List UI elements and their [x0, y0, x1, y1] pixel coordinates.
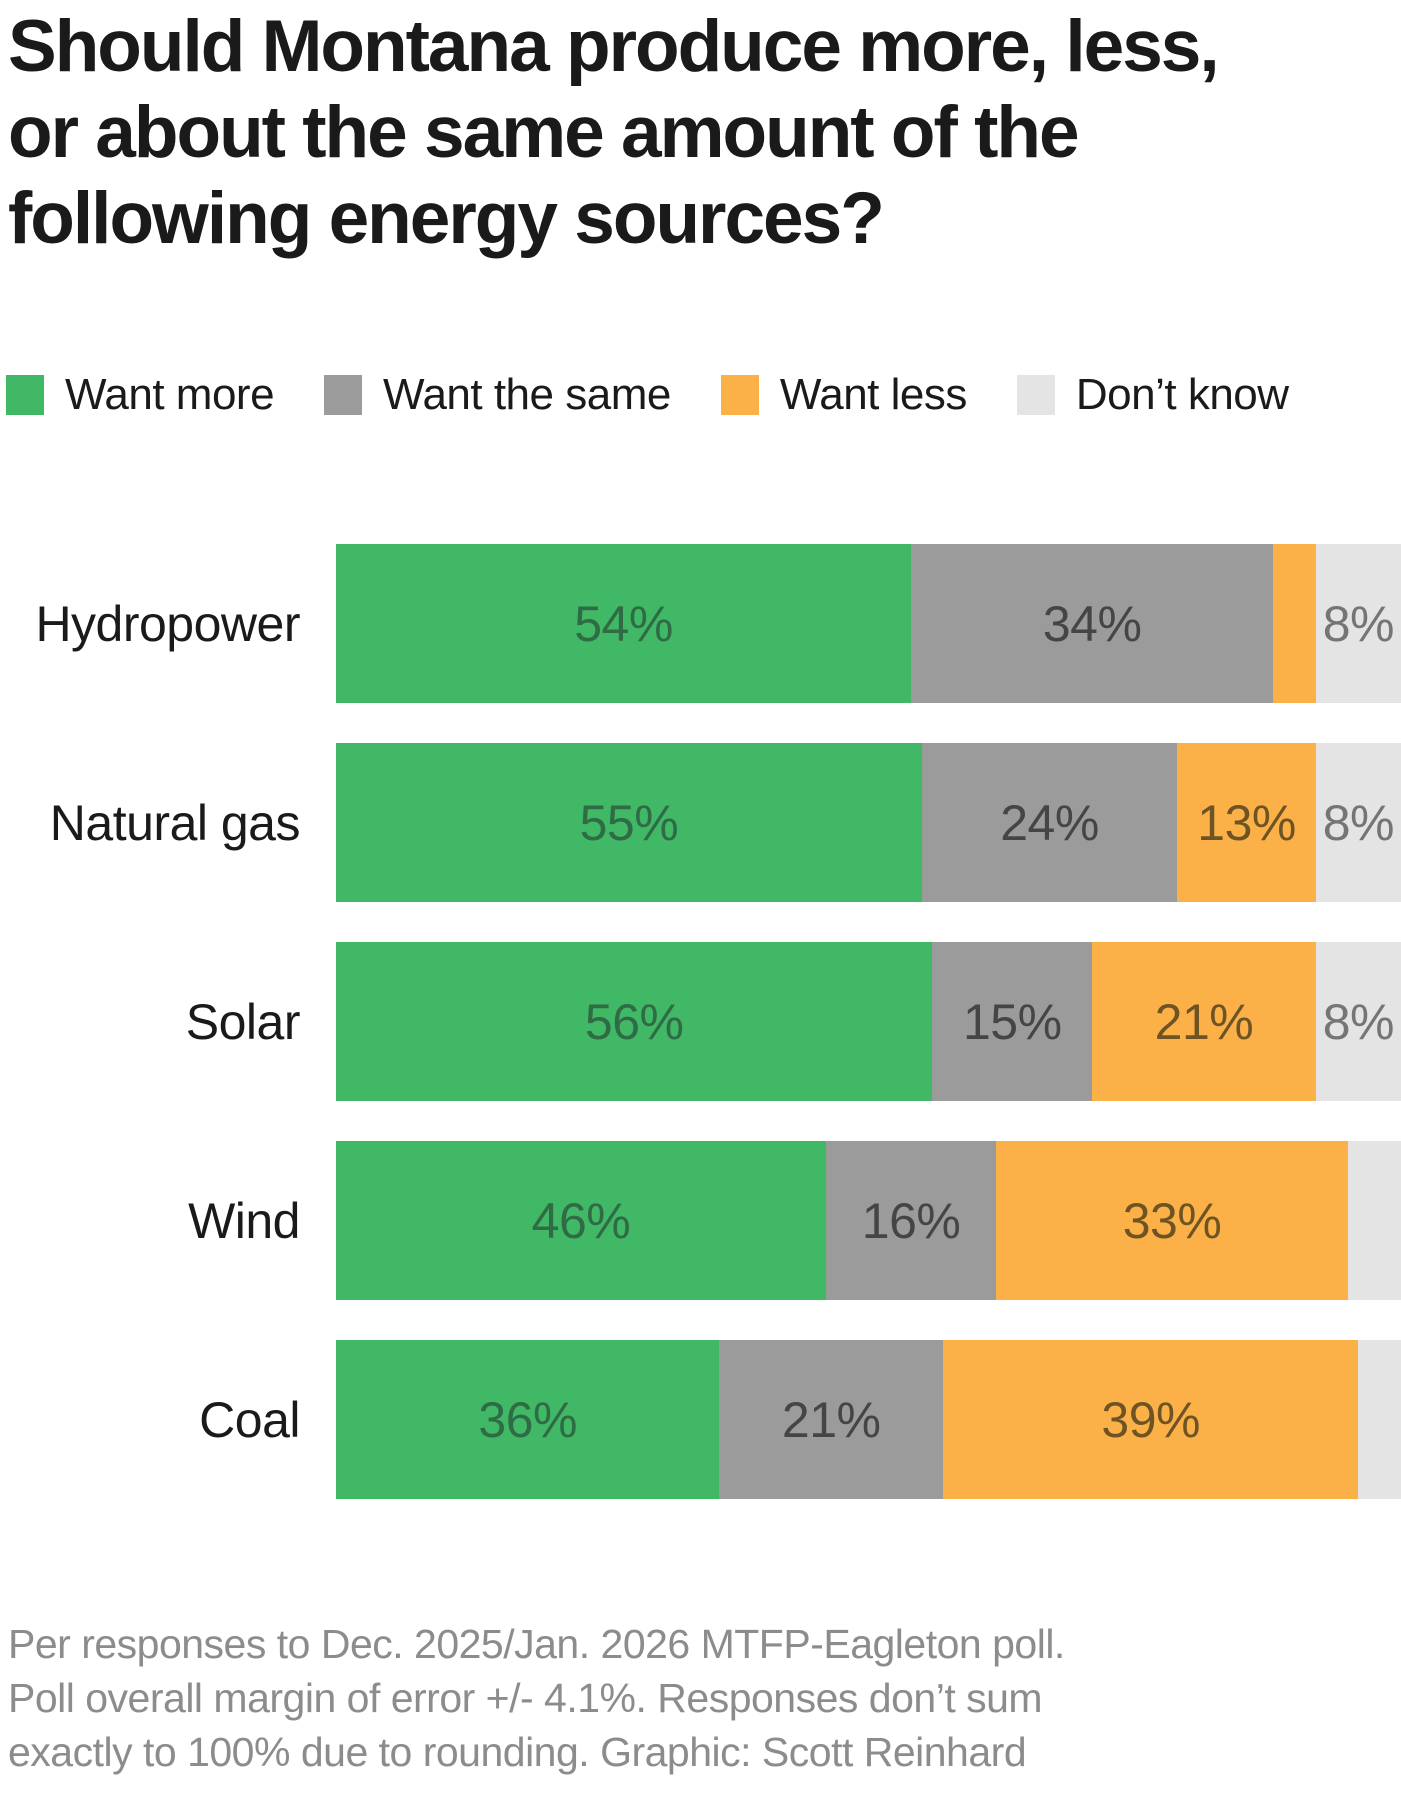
bar-segment-want_more: 54%	[336, 544, 912, 703]
segment-value-label: 54%	[574, 595, 673, 652]
bar-chart: Hydropower 54% 34% 8% Natural gas 55% 24% 13% 8%…	[0, 544, 1401, 1499]
legend-swatch-icon	[324, 375, 363, 415]
segment-value-label: 8%	[1322, 794, 1395, 851]
segment-value-label: 8%	[1322, 993, 1395, 1050]
legend-label: Want more	[65, 370, 275, 419]
legend-swatch-icon	[720, 375, 759, 415]
segment-value-label: 16%	[861, 1192, 961, 1249]
stacked-bar: 36% 21% 39%	[336, 1340, 1401, 1499]
chart-row: Coal 36% 21% 39%	[0, 1340, 1401, 1499]
bar-segment-want_less: 33%	[996, 1141, 1348, 1300]
legend: Want more Want the same Want less Don’t kno…	[6, 370, 1401, 420]
bar-segment-want_same: 21%	[719, 1340, 944, 1499]
legend-swatch-icon	[6, 375, 44, 415]
segment-value-label: 39%	[1101, 1391, 1200, 1448]
legend-item-want_same: Want the same	[324, 370, 671, 420]
legend-swatch-icon	[1016, 375, 1055, 415]
category-label: Solar	[185, 993, 301, 1050]
footnote: Per responses to Dec. 2025/Jan. 2026 MTF…	[8, 1621, 1065, 1775]
bar-segment-want_less: 39%	[943, 1340, 1359, 1499]
bar-segment-want_same: 16%	[825, 1141, 997, 1300]
legend-label: Don’t know	[1075, 370, 1289, 419]
chart-row: Natural gas 55% 24% 13% 8%	[0, 743, 1401, 902]
category-label: Wind	[188, 1192, 300, 1249]
bar-segment-want_more: 55%	[336, 743, 922, 902]
bar-segment-want_same: 34%	[911, 544, 1274, 703]
bar-segment-want_more: 46%	[336, 1141, 826, 1300]
bar-segment-want_more: 36%	[336, 1340, 720, 1499]
category-label: Hydropower	[35, 595, 300, 652]
bar-segment-want_same: 15%	[932, 942, 1093, 1101]
bar-segment-want_less	[1273, 544, 1316, 703]
segment-value-label: 21%	[1154, 993, 1254, 1050]
segment-value-label: 55%	[579, 794, 679, 851]
segment-value-label: 56%	[584, 993, 684, 1050]
stacked-bar: 54% 34% 8%	[336, 544, 1401, 703]
stacked-bar: 46% 16% 33%	[336, 1141, 1401, 1300]
segment-value-label: 21%	[781, 1391, 881, 1448]
bar-segment-dont_know: 8%	[1315, 942, 1401, 1101]
bar-segment-dont_know	[1358, 1340, 1401, 1499]
stacked-bar: 55% 24% 13% 8%	[336, 743, 1401, 902]
legend-item-dont_know: Don’t know	[1016, 370, 1289, 420]
segment-value-label: 8%	[1322, 595, 1395, 652]
category-label: Coal	[199, 1391, 300, 1448]
bar-segment-dont_know	[1347, 1141, 1401, 1300]
chart-row: Solar 56% 15% 21% 8%	[0, 942, 1401, 1101]
category-label: Natural gas	[49, 794, 301, 851]
bar-segment-want_more: 56%	[336, 942, 933, 1101]
segment-value-label: 33%	[1122, 1192, 1222, 1249]
segment-value-label: 34%	[1042, 595, 1142, 652]
legend-label: Want less	[779, 370, 968, 419]
segment-value-label: 15%	[962, 993, 1062, 1050]
chart-row: Hydropower 54% 34% 8%	[0, 544, 1401, 703]
bar-segment-want_less: 13%	[1177, 743, 1316, 902]
legend-item-want_more: Want more	[6, 370, 275, 420]
bar-segment-dont_know: 8%	[1315, 743, 1401, 902]
bar-segment-want_less: 21%	[1092, 942, 1316, 1101]
segment-value-label: 24%	[1000, 794, 1099, 851]
page-title: Should Montana produce more, less, or ab…	[8, 6, 1220, 259]
bar-segment-dont_know: 8%	[1315, 544, 1401, 703]
stacked-bar: 56% 15% 21% 8%	[336, 942, 1401, 1101]
segment-value-label: 13%	[1197, 794, 1296, 851]
legend-item-want_less: Want less	[720, 370, 968, 420]
segment-value-label: 46%	[531, 1192, 631, 1249]
bar-segment-want_same: 24%	[921, 743, 1178, 902]
segment-value-label: 36%	[478, 1391, 577, 1448]
legend-label: Want the same	[383, 370, 671, 419]
chart-row: Wind 46% 16% 33%	[0, 1141, 1401, 1300]
